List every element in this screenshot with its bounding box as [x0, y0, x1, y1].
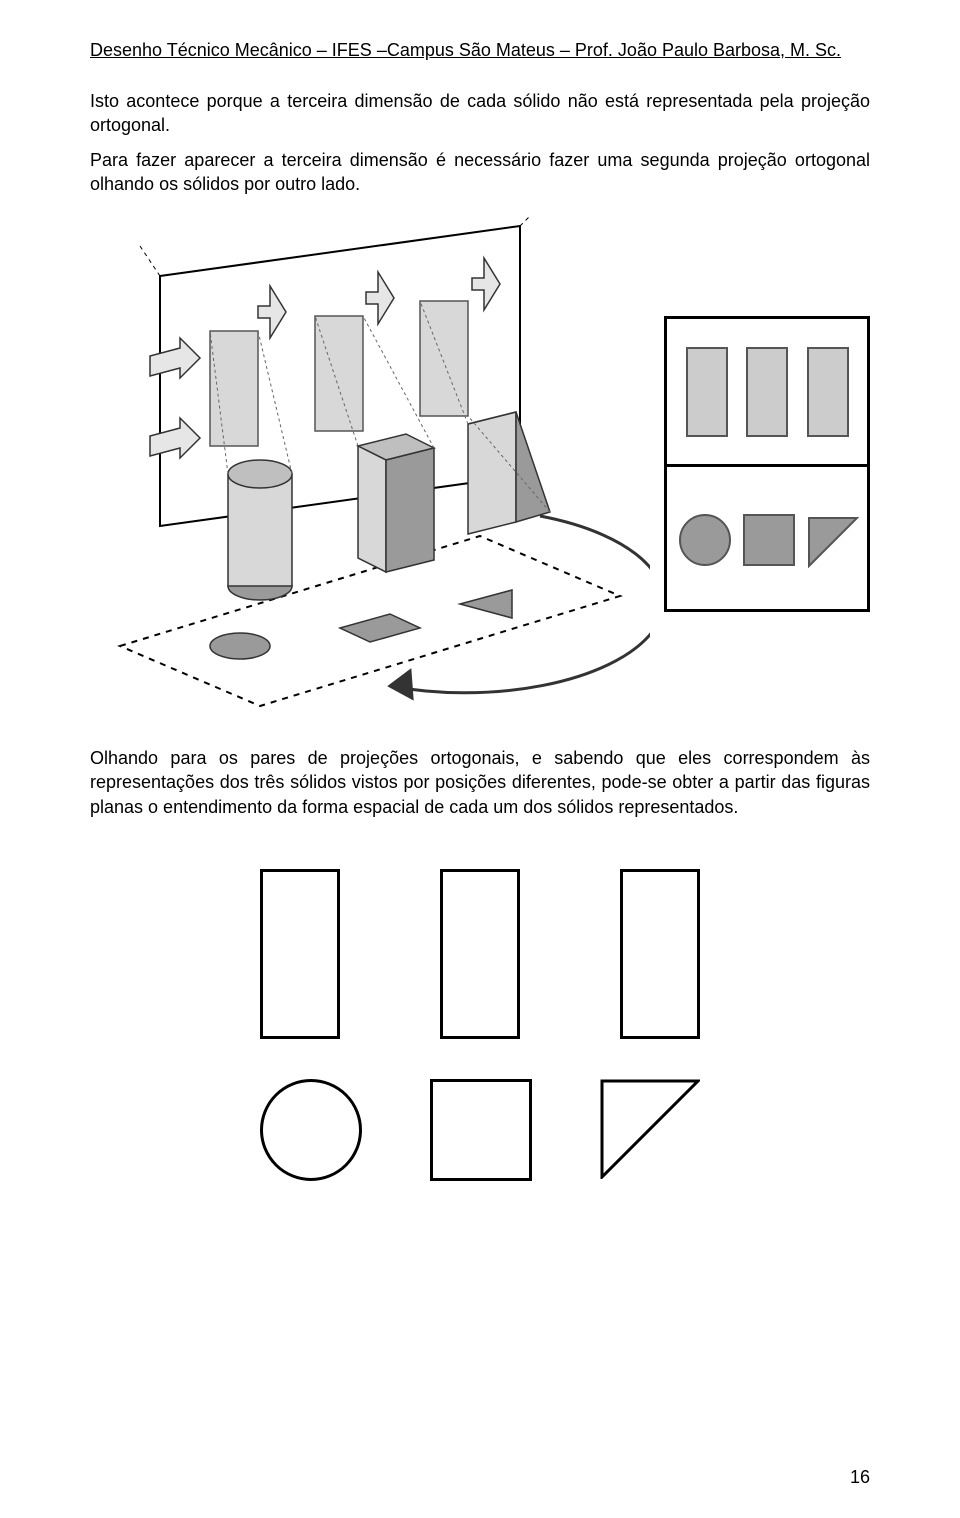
- paragraph-3: Olhando para os pares de projeções ortog…: [90, 746, 870, 819]
- outline-front-cylinder: [260, 869, 340, 1039]
- mini-top-prism: [743, 514, 795, 566]
- mini-top-wedge: [807, 516, 855, 564]
- mini-front-cylinder: [686, 347, 728, 437]
- outline-front-wedge: [620, 869, 700, 1039]
- outline-front-row: [260, 869, 700, 1039]
- outline-shapes-group: [260, 869, 700, 1181]
- paragraph-1: Isto acontece porque a terceira dimensão…: [90, 89, 870, 138]
- outline-top-wedge: [600, 1079, 700, 1179]
- mini-front-prism: [746, 347, 788, 437]
- outline-top-prism: [430, 1079, 532, 1181]
- outline-top-cylinder: [260, 1079, 362, 1181]
- paragraph-2: Para fazer aparecer a terceira dimensão …: [90, 148, 870, 197]
- figure-projections: [90, 216, 870, 716]
- isometric-scene: [90, 216, 650, 716]
- mini-front-wedge: [807, 347, 849, 437]
- page-header: Desenho Técnico Mecânico – IFES –Campus …: [90, 40, 870, 61]
- page-number: 16: [850, 1467, 870, 1488]
- outline-front-prism: [440, 869, 520, 1039]
- mini-top-cylinder: [679, 514, 731, 566]
- page: Desenho Técnico Mecânico – IFES –Campus …: [0, 0, 960, 1518]
- result-top-row: [667, 467, 867, 612]
- result-front-row: [667, 319, 867, 467]
- solid-wedge: [460, 412, 550, 618]
- result-views-box: [664, 316, 870, 612]
- outline-top-row: [260, 1079, 700, 1181]
